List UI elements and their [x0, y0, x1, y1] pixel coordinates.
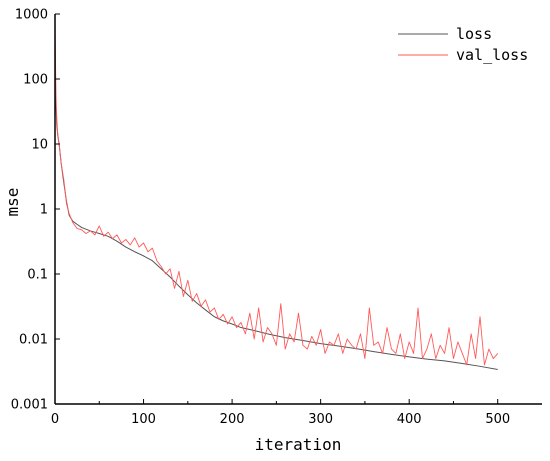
y-tick-label: 1000 — [15, 8, 48, 23]
x-tick-label: 100 — [131, 412, 156, 427]
x-ticks: 0 100 200 300 400 500 — [51, 399, 510, 427]
axes — [54, 14, 542, 405]
plot-lines — [54, 16, 499, 370]
y-tick-label: 0.01 — [19, 333, 48, 348]
y-tick-label: 0.001 — [11, 398, 48, 413]
x-axis-title: iteration — [255, 435, 342, 454]
x-tick-label: 500 — [485, 412, 510, 427]
legend-label-loss: loss — [456, 25, 492, 43]
legend: loss val_loss — [398, 25, 528, 64]
x-tick-label: 300 — [308, 412, 333, 427]
x-tick-label: 0 — [51, 412, 59, 427]
y-axis-title: mse — [3, 188, 22, 217]
x-tick-label: 200 — [220, 412, 245, 427]
y-ticks: 1000 100 10 1 0.1 0.01 0.001 — [11, 8, 60, 413]
y-tick-label: 100 — [23, 73, 48, 88]
y-tick-label: 10 — [31, 138, 48, 153]
series-line-val-loss — [54, 16, 499, 366]
y-tick-label: 1 — [40, 203, 48, 218]
series-line-loss — [54, 47, 498, 370]
y-tick-label: 0.1 — [27, 268, 48, 283]
legend-label-val-loss: val_loss — [456, 46, 528, 64]
x-tick-label: 400 — [397, 412, 422, 427]
